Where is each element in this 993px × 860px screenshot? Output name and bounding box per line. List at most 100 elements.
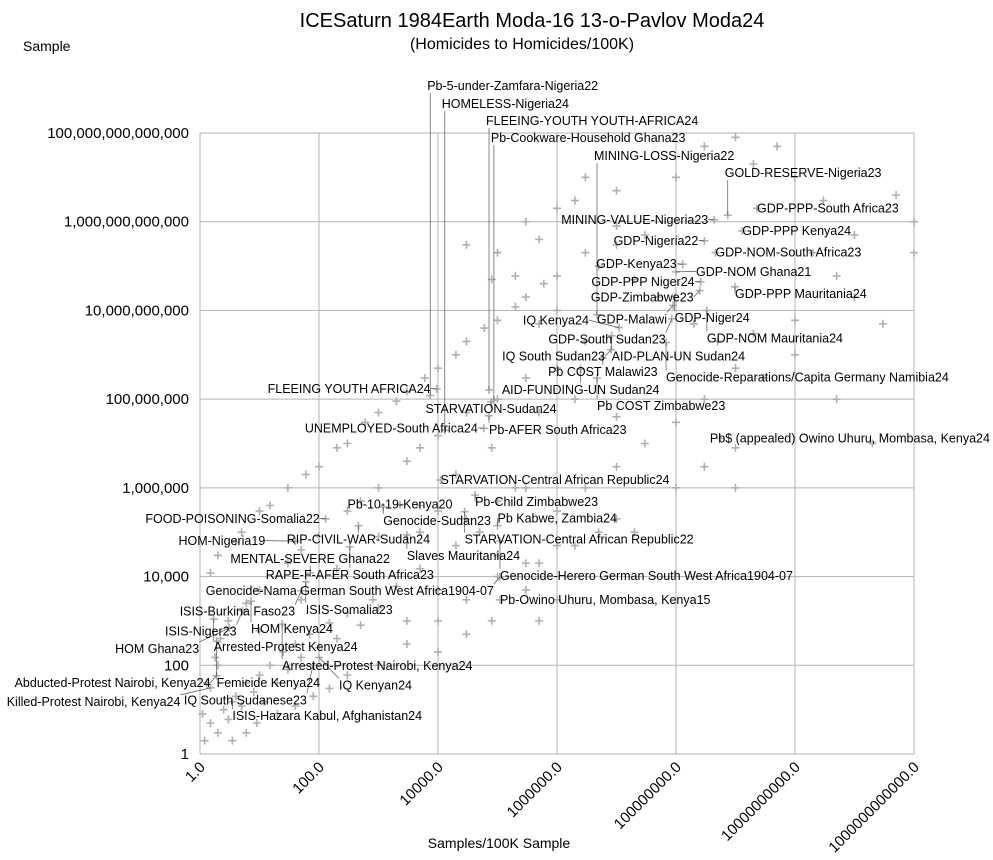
leader-line	[306, 665, 314, 694]
data-point	[612, 186, 621, 195]
point-label: IQ South Sudan23	[502, 350, 605, 364]
leader-line	[236, 610, 243, 625]
data-point	[291, 702, 300, 711]
data-point	[392, 582, 401, 591]
point-label: Pb COST Malawi23	[548, 365, 658, 379]
x-tick-label: 1000000.0	[504, 759, 566, 821]
data-point	[434, 616, 442, 625]
point-label: GDP-NOM-South Africa23	[715, 246, 861, 260]
data-point	[325, 618, 334, 627]
labeled-data-point	[738, 226, 747, 235]
data-point	[434, 507, 442, 516]
labeled-data-point	[668, 301, 677, 310]
data-point	[612, 240, 621, 249]
leader-line	[708, 219, 715, 221]
data-point	[213, 661, 222, 670]
data-point	[368, 595, 377, 604]
leader-line	[477, 427, 484, 429]
y-tick-label: 10,000,000,000	[85, 302, 189, 319]
leader-line	[693, 290, 700, 298]
data-point	[260, 697, 269, 706]
point-label: Abducted-Protest Nairobi, Kenya24	[15, 676, 211, 690]
data-point	[878, 319, 887, 328]
data-point	[480, 324, 489, 333]
data-point	[553, 507, 561, 516]
point-label: Pb-Cookware-Household Ghana23	[491, 131, 686, 145]
point-label: GDP-Malawi	[597, 312, 667, 326]
data-point	[791, 316, 799, 325]
data-point	[206, 718, 215, 727]
data-point	[462, 595, 471, 604]
data-point	[791, 350, 799, 359]
data-point	[553, 271, 561, 280]
data-point	[791, 173, 799, 182]
data-point	[832, 271, 841, 280]
data-point	[640, 231, 649, 240]
point-label: Pb-AFER South Africa23	[489, 423, 627, 437]
y-tick-label: 100,000,000,000,000	[47, 125, 189, 142]
point-label: MINING-LOSS-Nigeria22	[594, 149, 734, 163]
point-label: Arrested-Protest Kenya24	[214, 640, 358, 654]
data-point	[630, 528, 639, 537]
chart-subtitle: (Homicides to Homicides/100K)	[410, 36, 634, 53]
data-point	[273, 678, 282, 687]
data-point	[224, 616, 233, 625]
y-tick-label: 10,000	[143, 569, 189, 586]
data-point	[594, 528, 603, 537]
data-point	[749, 160, 758, 169]
point-label: RAPE-F-AFER South Africa23	[266, 568, 434, 582]
data-point	[402, 387, 411, 396]
data-point	[581, 248, 590, 257]
data-point	[206, 569, 215, 578]
data-point	[224, 715, 233, 724]
x-tick-label: 100.0	[289, 759, 328, 798]
data-point	[487, 443, 496, 452]
point-label: IQ Kenya24	[523, 314, 589, 328]
data-point	[420, 373, 429, 382]
data-point	[493, 248, 502, 257]
data-point	[237, 702, 246, 711]
data-point	[808, 248, 817, 257]
point-label: Pb COST Zimbabwe23	[597, 399, 725, 413]
data-point	[402, 457, 411, 466]
data-point	[434, 431, 442, 440]
data-point	[301, 470, 310, 479]
data-point	[511, 271, 520, 280]
data-point	[773, 142, 782, 151]
data-point	[553, 204, 561, 213]
data-point	[521, 483, 530, 492]
point-label: GOLD-RESERVE-Nigeria23	[725, 166, 882, 180]
data-point	[654, 293, 663, 302]
point-label: HOM Ghana23	[115, 642, 199, 656]
leader-line	[665, 318, 673, 333]
chart-title: ICESaturn 1984Earth Moda-16 13-o-Pavlov …	[300, 10, 765, 32]
data-point	[242, 728, 251, 737]
data-point	[749, 329, 758, 338]
data-point	[252, 718, 261, 727]
point-label: UNEMPLOYED-South Africa24	[305, 421, 478, 435]
point-label: Pb-Owino Uhuru, Mombasa, Kenya15	[500, 593, 711, 607]
data-point	[832, 395, 841, 404]
data-point	[640, 439, 649, 448]
data-point	[535, 319, 544, 328]
leader-line	[694, 281, 701, 283]
data-point	[535, 559, 544, 568]
leader-line	[675, 271, 697, 273]
data-point	[416, 443, 425, 452]
leader-line	[430, 388, 437, 390]
data-point	[630, 275, 639, 284]
data-point	[242, 599, 251, 608]
data-point	[475, 528, 484, 537]
data-point	[594, 262, 603, 271]
data-point	[700, 462, 709, 471]
data-point	[356, 497, 365, 506]
point-label: MINING-VALUE-Nigeria23	[561, 213, 708, 227]
data-point	[325, 684, 334, 693]
point-label: ISIS-Niger23	[165, 625, 237, 639]
data-point	[343, 609, 352, 618]
data-point	[343, 439, 352, 448]
point-label: Genocide-Reparations/Capita Germany Nami…	[666, 370, 949, 384]
labeled-data-point	[436, 476, 445, 485]
data-point	[759, 373, 768, 382]
